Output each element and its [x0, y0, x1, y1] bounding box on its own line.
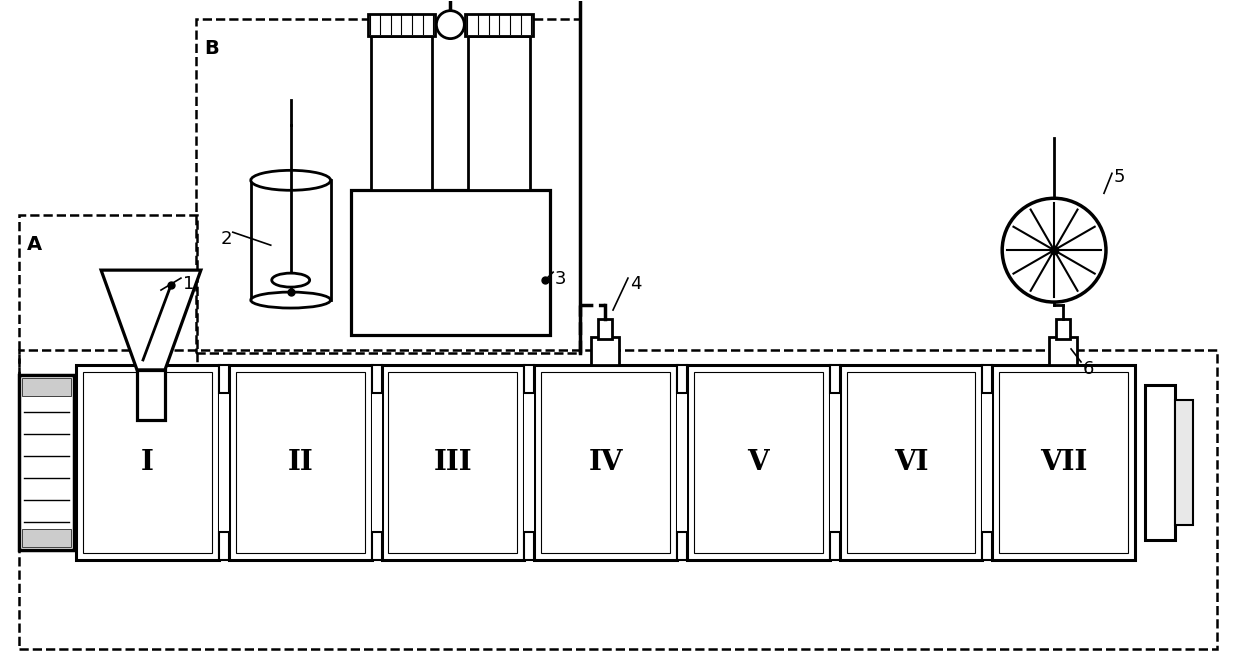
Bar [20, 375, 74, 550]
Bar [992, 365, 1135, 560]
Bar [22, 378, 71, 396]
Ellipse shape [250, 292, 331, 308]
Bar [830, 365, 840, 393]
Bar [534, 365, 676, 560]
Bar [983, 393, 992, 531]
Bar [1175, 400, 1193, 525]
Bar [591, 337, 620, 365]
Bar [83, 372, 212, 552]
Text: 5: 5 [1114, 168, 1125, 186]
Bar [541, 372, 670, 552]
Text: A: A [27, 235, 42, 254]
Circle shape [1002, 198, 1106, 302]
Circle shape [436, 11, 465, 39]
Text: III: III [434, 449, 472, 476]
Bar [382, 365, 524, 560]
Bar [372, 531, 382, 560]
Polygon shape [102, 270, 201, 370]
Bar [196, 18, 580, 353]
Bar [1056, 319, 1070, 339]
Bar [676, 365, 686, 393]
Bar [368, 14, 435, 36]
Bar [250, 180, 331, 300]
Bar [1049, 337, 1077, 365]
Bar [524, 393, 534, 531]
Bar [20, 350, 1217, 649]
Bar [351, 190, 550, 335]
Text: 6: 6 [1083, 360, 1094, 378]
Bar [466, 14, 533, 36]
Bar [840, 365, 983, 560]
Text: II: II [287, 449, 313, 476]
Text: VII: VII [1040, 449, 1088, 476]
Bar [524, 365, 534, 393]
Text: IV: IV [589, 449, 623, 476]
Text: 1: 1 [183, 275, 195, 293]
Bar [219, 393, 229, 531]
Bar [389, 372, 517, 552]
Text: V: V [747, 449, 769, 476]
Bar [76, 365, 219, 560]
Bar [983, 365, 992, 393]
Text: VI: VI [893, 449, 928, 476]
Bar [524, 531, 534, 560]
Bar [983, 531, 992, 560]
Bar [235, 372, 364, 552]
Bar [20, 215, 197, 515]
Bar [598, 319, 612, 339]
Bar [999, 372, 1127, 552]
Bar [830, 531, 840, 560]
Bar [22, 529, 71, 546]
Bar [229, 365, 372, 560]
Bar [676, 531, 686, 560]
Bar [1145, 385, 1175, 540]
Bar [468, 36, 530, 190]
Ellipse shape [250, 170, 331, 190]
Bar [219, 365, 229, 393]
Ellipse shape [271, 273, 310, 287]
Bar [686, 365, 830, 560]
Bar [846, 372, 975, 552]
Bar [138, 370, 165, 420]
Bar [694, 372, 823, 552]
Bar [370, 36, 432, 190]
Bar [372, 393, 382, 531]
Text: I: I [141, 449, 154, 476]
Bar [676, 393, 686, 531]
Bar [830, 393, 840, 531]
Text: 4: 4 [629, 275, 642, 293]
Text: 2: 2 [221, 230, 233, 248]
Bar [372, 365, 382, 393]
Text: B: B [204, 39, 218, 57]
Text: 3: 3 [555, 270, 566, 288]
Bar [219, 531, 229, 560]
